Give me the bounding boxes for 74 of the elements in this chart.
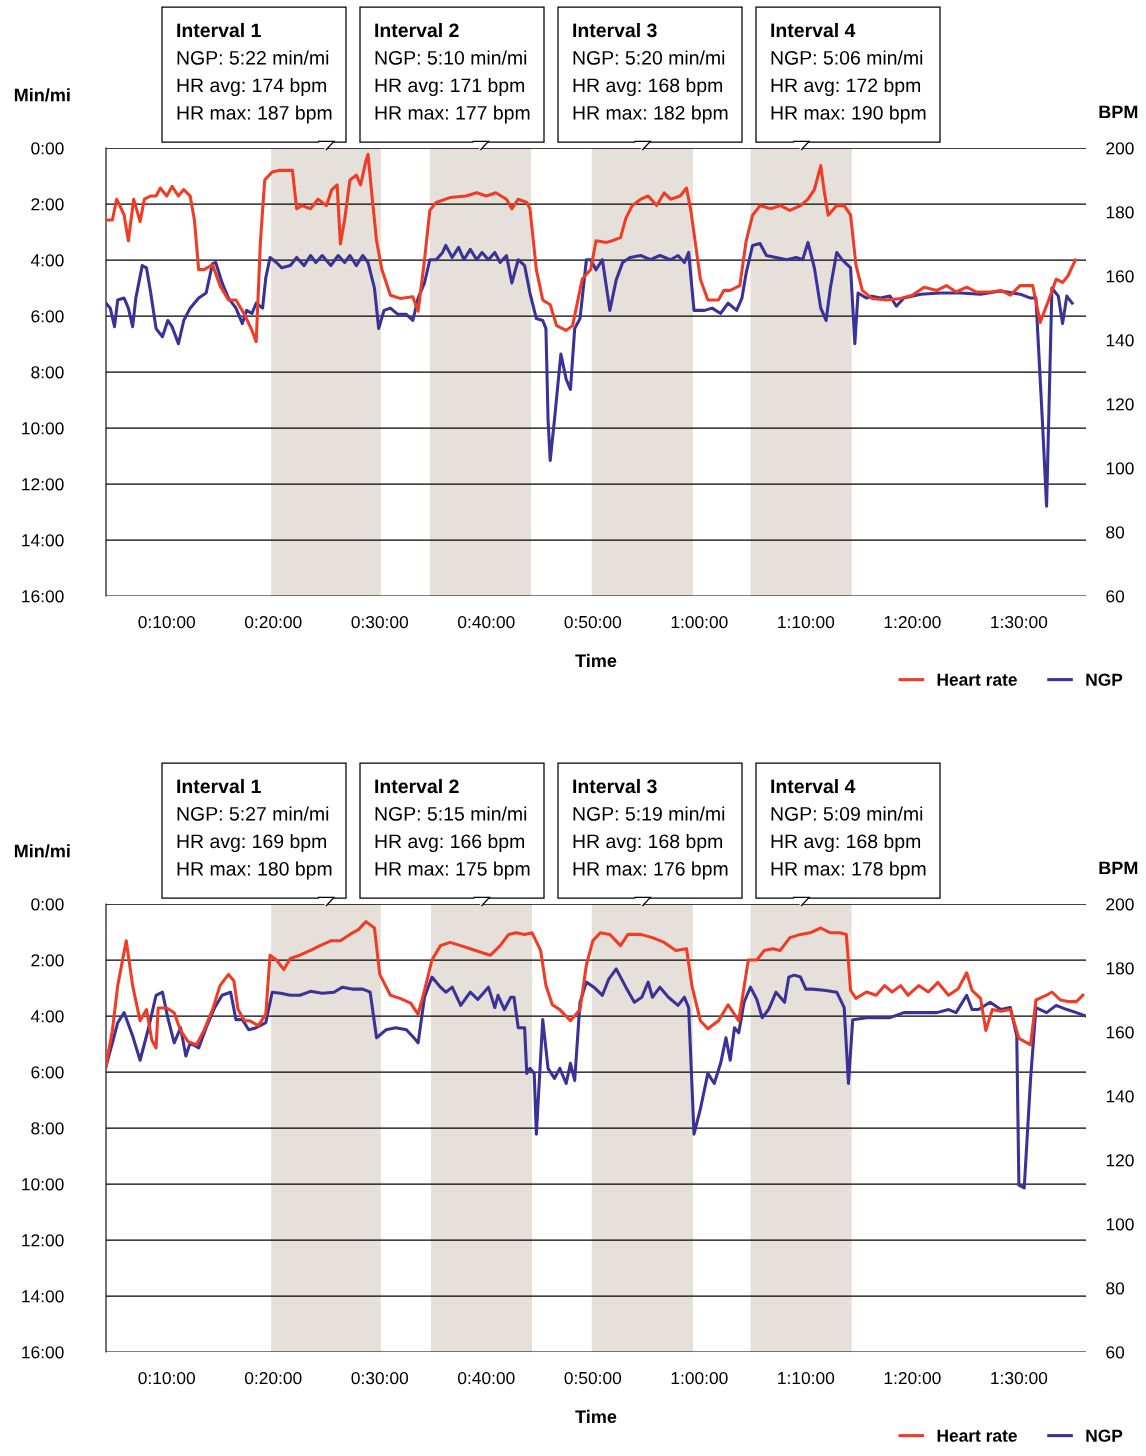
line-series [106, 152, 1077, 344]
line-series [106, 967, 1086, 1190]
y-tick-label: 6:00 [31, 1066, 64, 1079]
text: Interval 4 NGP: 5:09 min/mi HR avg: 168 bpm HR max: 178 bpm [771, 778, 926, 880]
y2-tick-label: 180 [1106, 962, 1134, 975]
x-tick-label: 0:50:00 [564, 1371, 622, 1385]
y2-tick-label: 60 [1106, 1346, 1125, 1359]
text: Interval 2 NGP: 5:10 min/mi HR avg: 171 bpm HR max: 177 bpm [375, 22, 530, 124]
x-axis-title: Time [575, 653, 617, 668]
text: Interval 4 NGP: 5:06 min/mi HR avg: 172 bpm HR max: 190 bpm [771, 22, 926, 124]
y-tick-label: 14:00 [22, 1290, 64, 1303]
y2-tick-label: 60 [1106, 590, 1125, 603]
y2-tick-label: 80 [1106, 526, 1125, 539]
x-tick-label: 0:40:00 [458, 615, 515, 629]
y-tick-label: 2:00 [31, 198, 64, 211]
y-tick-label: 6:00 [31, 310, 64, 323]
x-tick-label: 1:00:00 [671, 615, 728, 629]
y-tick-label: 12:00 [22, 478, 64, 491]
y-tick-label: 16:00 [22, 1346, 64, 1359]
y2-tick-label: 120 [1106, 1154, 1134, 1167]
x-tick-label: 0:10:00 [138, 615, 195, 629]
y2-tick-label: 160 [1106, 1026, 1134, 1039]
text: Interval 3 NGP: 5:20 min/mi HR avg: 168 bpm HR max: 182 bpm [573, 22, 728, 124]
x-tick-label: 0:50:00 [564, 615, 622, 629]
y-tick-label: 8:00 [31, 366, 64, 379]
text: Interval 3 NGP: 5:19 min/mi HR avg: 168 bpm HR max: 176 bpm [573, 778, 728, 880]
y-tick-label: 0:00 [31, 898, 64, 911]
x-tick-label: 1:10:00 [778, 615, 835, 629]
y2-tick-label: 140 [1106, 334, 1134, 347]
y2-tick-label: 200 [1106, 142, 1134, 155]
y2-tick-label: 140 [1106, 1090, 1134, 1103]
x-tick-label: 0:30:00 [351, 615, 409, 629]
line-series [106, 240, 1074, 508]
y-tick-label: 10:00 [22, 1178, 64, 1191]
x-tick-label: 1:30:00 [991, 615, 1048, 629]
y2-tick-label: 160 [1106, 270, 1134, 283]
x-tick-label: 1:20:00 [884, 1371, 941, 1385]
text: Interval 1 NGP: 5:22 min/mi HR avg: 174 bpm HR max: 187 bpm [177, 22, 332, 124]
y-axis-title: Min/mi [14, 844, 70, 858]
y-tick-label: 4:00 [30, 254, 64, 267]
y2-tick-label: 180 [1106, 206, 1134, 219]
x-tick-label: 1:10:00 [778, 1371, 835, 1385]
y-tick-label: 8:00 [31, 1122, 64, 1135]
x-tick-label: 0:30:00 [351, 1371, 409, 1385]
x-axis-title: Time [575, 1409, 617, 1424]
x-tick-label: 0:20:00 [244, 1371, 302, 1385]
y2-tick-label: 100 [1106, 1218, 1134, 1231]
legend-label: NGP [1086, 1429, 1123, 1442]
x-tick-label: 1:30:00 [991, 1371, 1048, 1385]
y2-tick-label: 100 [1106, 462, 1134, 475]
x-tick-label: 1:20:00 [884, 615, 941, 629]
y-tick-label: 12:00 [22, 1234, 64, 1247]
y2-tick-label: 200 [1106, 898, 1134, 911]
text: Interval 1 NGP: 5:27 min/mi HR avg: 169 bpm HR max: 180 bpm [177, 778, 332, 880]
line-series [106, 920, 1085, 1068]
text: Interval 2 NGP: 5:15 min/mi HR avg: 166 bpm HR max: 175 bpm [375, 778, 530, 880]
y2-axis-title: BPM [1099, 861, 1138, 875]
legend-label: Heart rate [937, 673, 1017, 686]
x-tick-label: 0:10:00 [138, 1371, 195, 1385]
x-tick-label: 0:40:00 [458, 1371, 515, 1385]
legend-label: Heart rate [937, 1429, 1017, 1442]
y-tick-label: 16:00 [22, 590, 64, 603]
x-tick-label: 1:00:00 [671, 1371, 728, 1385]
y-axis-title: Min/mi [14, 88, 70, 102]
y-tick-label: 10:00 [22, 422, 64, 435]
y2-tick-label: 120 [1106, 398, 1134, 411]
y2-tick-label: 80 [1106, 1282, 1125, 1295]
x-tick-label: 0:20:00 [244, 615, 302, 629]
y-tick-label: 14:00 [22, 534, 64, 547]
y-tick-label: 2:00 [31, 954, 64, 967]
y-tick-label: 4:00 [30, 1010, 64, 1023]
legend-label: NGP [1086, 673, 1123, 686]
y2-axis-title: BPM [1099, 105, 1138, 119]
y-tick-label: 0:00 [31, 142, 64, 155]
